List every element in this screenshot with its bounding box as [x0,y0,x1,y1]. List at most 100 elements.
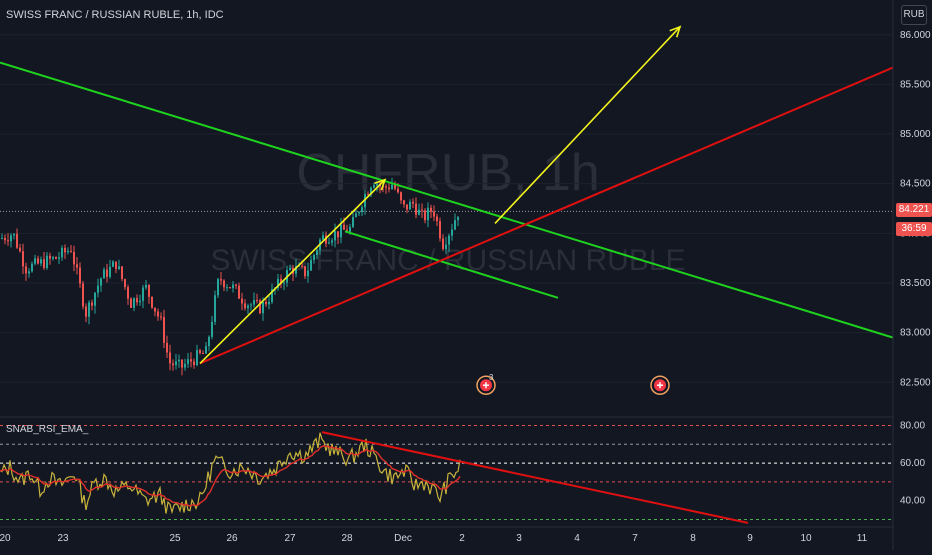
candle-body [214,295,216,322]
candle-body [322,235,324,240]
candle-body [193,361,195,365]
rsi-reference-levels [0,425,893,520]
rsi-tick-label: 60.00 [900,458,925,469]
rsi-axis[interactable]: 40.00 60.00 80.00 [900,421,925,507]
candle-body [307,270,309,277]
candle-body [256,300,258,302]
candle-body [106,269,108,277]
candle-body [163,317,165,343]
rsi-tick-label: 80.00 [900,421,925,432]
candle-body [13,233,15,236]
arrowhead-3 [374,178,387,191]
candle-body [310,259,312,271]
candle-body [133,298,135,308]
arrowhead-4 [669,25,682,38]
candle-body [340,224,342,238]
price-tick-label: 83.000 [900,328,931,339]
price-tick-label: 85.000 [900,129,931,140]
candle-body [130,298,132,308]
candle-body [262,302,264,314]
candle-body [442,238,444,249]
price-tick-label: 82.500 [900,377,931,388]
candle-body [361,207,363,213]
candle-body [352,217,354,227]
time-tick-label: 27 [284,533,296,544]
candle-body [244,303,246,309]
candle-body [427,207,429,221]
arrow-yellow-4 [494,26,681,224]
candle-body [1,238,3,240]
candle-body [76,264,78,268]
candle-body [124,279,126,288]
candle-body [331,240,333,243]
candle-body [376,183,378,186]
time-tick-label: 20 [0,533,11,544]
time-tick-label: Dec [394,533,412,544]
main-gridlines [0,34,893,383]
candle-body [16,233,18,248]
time-tick-label: 8 [690,533,696,544]
event-markers[interactable]: 3 [476,373,670,395]
arrow-yellow-3 [199,179,386,364]
candle-body [136,298,138,303]
candle-body [157,311,159,317]
candle-body [94,292,96,306]
watermark-ticker: CHFRUB, 1h [296,144,599,202]
candle-body [109,266,111,277]
candle-body [190,359,192,362]
rsi-tick-label: 40.00 [900,496,925,507]
candle-body [97,285,99,293]
time-tick-label: 25 [169,533,181,544]
candle-body [145,284,147,288]
candle-body [385,186,387,188]
candle-body [55,257,57,259]
candle-body [178,359,180,362]
candle-body [253,300,255,305]
time-axis[interactable]: 20 23 25 26 27 28 Dec 2 3 4 7 8 9 10 11 [0,533,868,544]
candle-body [199,350,201,353]
candle-body [367,194,369,196]
candle-body [343,224,345,230]
rsi-line [0,432,461,515]
candle-body [412,201,414,204]
candle-body [73,251,75,265]
currency-badge[interactable]: RUB [901,5,927,25]
candle-body [424,210,426,221]
candle-body [61,247,63,258]
candle-body [313,255,315,260]
candle-body [37,258,39,264]
candle-body [184,363,186,368]
drawing-overlays[interactable] [0,25,894,365]
candle-body [283,282,285,284]
candle-body [238,285,240,299]
candle-body [139,300,141,303]
candle-body [247,305,249,309]
candle-body [154,307,156,312]
candle-body [358,212,360,214]
rsi-series [0,432,461,515]
candle-body [127,287,129,299]
candle-body [403,200,405,205]
candle-body [85,306,87,317]
candle-body [370,187,372,195]
candle-body [142,287,144,301]
candle-body [334,231,336,241]
candle-body [43,259,45,268]
candle-body [436,216,438,222]
candle-body [439,221,441,239]
rsi-drawing-overlays[interactable] [321,431,749,524]
event-marker-badge: 3 [489,373,494,382]
candle-body [187,359,189,364]
candle-body [406,204,408,210]
candle-body [19,247,21,252]
watermark-name: SWISS FRANC / RUSSIAN RUBLE [210,244,685,277]
candle-body [355,213,357,218]
price-tick-label: 83.500 [900,278,931,289]
trendline-green-1 [344,230,559,299]
rsi-trendline-0 [321,431,749,524]
candle-body [265,302,267,305]
candle-body [457,216,459,221]
